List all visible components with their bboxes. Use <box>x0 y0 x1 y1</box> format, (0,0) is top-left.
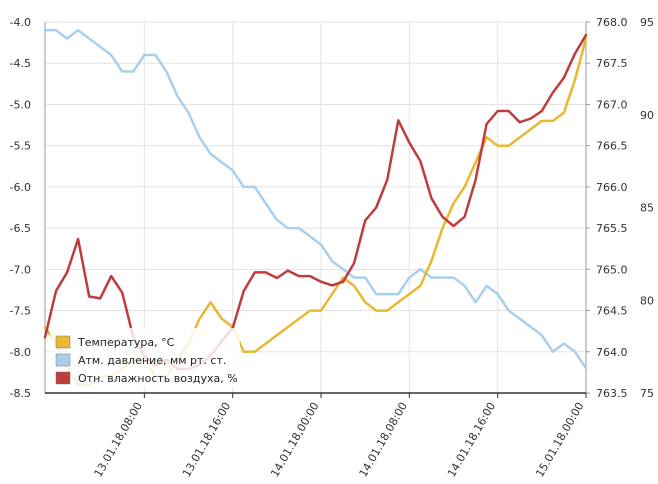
legend-label-temperature: Температура, °C <box>77 336 175 349</box>
y-tick-label-pressure: 763.5 <box>596 387 628 400</box>
x-tick-label: 14.01.18,16:00 <box>445 400 498 479</box>
y-tick-label-pressure: 765.0 <box>596 263 628 276</box>
legend-swatch-pressure <box>55 353 71 367</box>
legend-label-pressure: Атм. давление, мм рт. ст. <box>78 354 226 367</box>
y-tick-label-pressure: 764.0 <box>596 346 628 359</box>
y-tick-label-temperature: -4.5 <box>10 57 31 70</box>
y-tick-label-temperature: -8.0 <box>10 346 31 359</box>
y-tick-label-humidity: 80 <box>640 294 654 307</box>
x-tick-label: 15.01.18,00:00 <box>533 400 586 479</box>
y-tick-label-temperature: -4.0 <box>10 16 31 29</box>
y-tick-label-pressure: 766.5 <box>596 140 628 153</box>
y-tick-label-pressure: 765.5 <box>596 222 628 235</box>
y-tick-label-pressure: 768.0 <box>596 16 628 29</box>
y-tick-label-pressure: 766.0 <box>596 181 628 194</box>
y-tick-label-pressure: 767.0 <box>596 98 628 111</box>
legend-box <box>50 328 240 388</box>
y-tick-label-temperature: -7.5 <box>10 305 31 318</box>
y-tick-label-humidity: 90 <box>640 109 654 122</box>
y-tick-label-temperature: -6.0 <box>10 181 31 194</box>
y-tick-label-temperature: -6.5 <box>10 222 31 235</box>
legend: Температура, °C Атм. давление, мм рт. ст.… <box>50 328 240 388</box>
x-tick-label: 14.01.18,08:00 <box>357 400 410 479</box>
y-tick-label-humidity: 75 <box>640 387 654 400</box>
y-tick-label-temperature: -5.0 <box>10 98 31 111</box>
y-tick-label-humidity: 95 <box>640 16 654 29</box>
legend-label-humidity: Отн. влажность воздуха, % <box>78 372 238 385</box>
y-tick-label-temperature: -8.5 <box>10 387 31 400</box>
y-tick-label-temperature: -7.0 <box>10 263 31 276</box>
x-tick-label: 13.01.18,08:00 <box>92 400 145 479</box>
y-tick-label-humidity: 85 <box>640 202 654 215</box>
legend-swatch-humidity <box>55 371 71 385</box>
series-line-pressure <box>43 28 588 370</box>
x-tick-label: 14.01.18,00:00 <box>268 400 321 479</box>
y-tick-label-pressure: 767.5 <box>596 57 628 70</box>
y-tick-label-pressure: 764.5 <box>596 305 628 318</box>
y-tick-label-temperature: -5.5 <box>10 140 31 153</box>
x-tick-label: 13.01.18,16:00 <box>180 400 233 479</box>
legend-swatch-temperature <box>55 335 71 349</box>
